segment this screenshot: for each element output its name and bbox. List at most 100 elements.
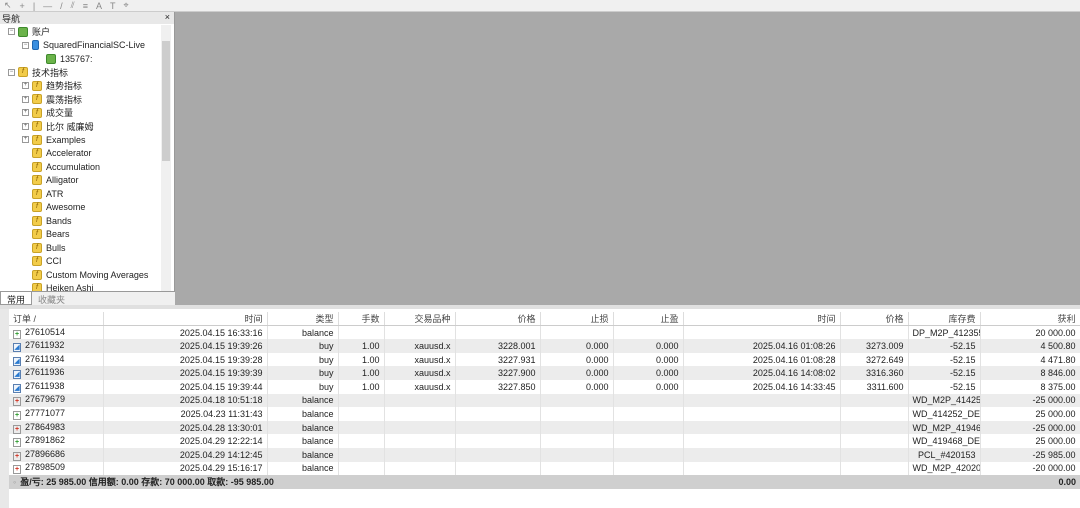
cell [455,434,541,448]
horizontal-line-icon[interactable]: — [43,0,53,11]
collapse-icon[interactable] [22,204,29,211]
table-row[interactable]: +27864983 2025.04.28 13:30:01 balance WD_M2… [9,420,1080,435]
column-header[interactable]: 价格 [840,312,909,327]
indicator-icon: f [32,134,42,145]
deposit-icon: + [13,410,21,420]
collapse-icon[interactable] [22,177,29,184]
order-document-icon: ◢ [13,356,21,366]
vertical-line-icon[interactable]: | [32,0,36,11]
expand-icon[interactable]: + [22,136,29,144]
cell: 3227.850 [455,379,541,394]
column-header[interactable]: 时间 [103,312,268,327]
column-header[interactable]: 时间 [683,312,841,327]
cell: 2025.04.18 10:51:18 [103,393,268,408]
cell [613,434,684,448]
nav-item[interactable]: f Bands [0,214,162,228]
cell: 1.00 [338,339,385,353]
nav-item[interactable]: f Accumulation [0,160,162,174]
collapse-icon[interactable] [22,244,29,251]
expand-icon[interactable]: + [22,82,29,90]
nav-item[interactable]: f Custom Moving Averages [0,268,162,282]
column-header[interactable]: 手数 [338,312,385,327]
fibonacci-icon[interactable]: ≡ [82,0,88,11]
table-row[interactable]: +27771077 2025.04.23 11:31:43 balance WD_41… [9,407,1080,421]
nav-item[interactable]: − 账户 [0,25,162,39]
cell: 3272.649 [840,352,909,367]
column-header[interactable]: 获利 [980,312,1080,327]
tab-common[interactable]: 常用 [0,292,33,305]
collapse-icon[interactable] [22,231,29,238]
table-row[interactable]: +27679679 2025.04.18 10:51:18 balance WD_M2… [9,393,1080,408]
folder-icon: f [18,67,28,78]
column-header[interactable]: 类型 [267,312,339,327]
table-row[interactable]: ◢ 27611932 2025.04.15 19:39:26 buy 1.00 xauus… [9,339,1080,353]
scrollbar-thumb[interactable] [162,41,170,161]
nav-item[interactable]: f Bears [0,228,162,242]
nav-item[interactable]: f Awesome [0,201,162,215]
table-row[interactable]: ◢ 27611938 2025.04.15 19:39:44 buy 1.00 xauus… [9,379,1080,394]
column-header[interactable]: 订单 / [9,312,104,327]
navigator-scrollbar[interactable] [161,25,171,300]
text-icon[interactable]: A [95,0,102,11]
cell-text: 27864983 [25,421,66,432]
collapse-icon[interactable] [22,258,29,265]
collapse-icon[interactable]: − [8,68,15,76]
nav-item[interactable]: − SquaredFinancialSC-Live [0,39,162,53]
nav-item-label: 135767: [60,53,93,64]
cell [455,461,541,476]
nav-item[interactable]: f ATR [0,187,162,201]
label-icon[interactable]: T [109,0,116,11]
table-row[interactable]: +27896686 2025.04.29 14:12:45 balance PCL_#… [9,447,1080,462]
collapse-icon[interactable]: − [22,41,29,49]
collapse-icon[interactable]: − [8,28,15,36]
nav-item[interactable]: + f Examples [0,133,162,147]
nav-item[interactable]: f CCI [0,255,162,269]
cell-text: 25 000.00 [1035,408,1076,419]
table-row[interactable]: +27610514 2025.04.15 16:33:16 balance DP_M2… [9,325,1080,340]
column-header[interactable]: 交易品种 [384,312,456,327]
navigator-title: 导航 [2,14,21,24]
collapse-icon[interactable] [22,271,29,278]
cell-text: 3228.001 [497,340,536,351]
nav-item[interactable]: + f 趋势指标 [0,79,162,93]
cell-text: 2025.04.16 14:33:45 [752,381,836,392]
nav-item[interactable]: f Alligator [0,174,162,188]
table-row[interactable]: ◢ 27611934 2025.04.15 19:39:28 buy 1.00 xauus… [9,352,1080,367]
close-icon[interactable]: × [164,12,170,22]
collapse-icon[interactable] [22,150,29,157]
table-row[interactable]: +27891862 2025.04.29 12:22:14 balance WD_41… [9,434,1080,448]
table-row[interactable]: +27898509 2025.04.29 15:16:17 balance WD_M2… [9,461,1080,476]
nav-item-label: 技术指标 [32,67,69,78]
crosshair-icon[interactable]: + [19,0,25,11]
table-row[interactable]: ◢ 27611936 2025.04.15 19:39:39 buy 1.00 xauus… [9,366,1080,380]
column-header[interactable]: 止盈 [613,312,684,327]
collapse-icon[interactable] [22,190,29,197]
column-header[interactable]: 止损 [540,312,614,327]
collapse-icon[interactable] [36,55,43,62]
deposit-icon: + [13,438,21,448]
nav-item[interactable]: + f 比尔 威廉姆 [0,120,162,134]
expand-icon[interactable]: + [22,109,29,117]
cursor-icon[interactable]: ↖ [4,0,12,10]
expand-icon[interactable]: + [22,95,29,103]
column-header[interactable]: 价格 [455,312,541,327]
cell [540,393,614,408]
tab-favorites[interactable]: 收藏夹 [38,295,66,305]
cell [338,393,385,408]
account-history-table: 订单 / 时间 类型 手数 交易品种 价格 止损 止盈 时间 价格 库存费 获利 +27610514 2… [9,312,1080,489]
nav-item[interactable]: f Bulls [0,241,162,255]
nav-item[interactable]: 135767: [0,52,162,66]
nav-item[interactable]: f Accelerator [0,147,162,161]
terminal-side-bar [0,309,9,508]
nav-item[interactable]: + f 震荡指标 [0,93,162,107]
column-header[interactable]: 库存费 [908,312,981,327]
collapse-icon[interactable] [22,217,29,224]
cell [540,407,614,421]
nav-item[interactable]: − f 技术指标 [0,66,162,80]
expand-icon[interactable]: + [22,122,29,130]
collapse-icon[interactable] [22,163,29,170]
shapes-icon[interactable]: ⌖ [123,0,129,10]
nav-item[interactable]: + f 成交量 [0,106,162,120]
trendline-icon[interactable]: / [60,0,63,11]
channel-icon[interactable]: ⫽ [70,0,75,10]
